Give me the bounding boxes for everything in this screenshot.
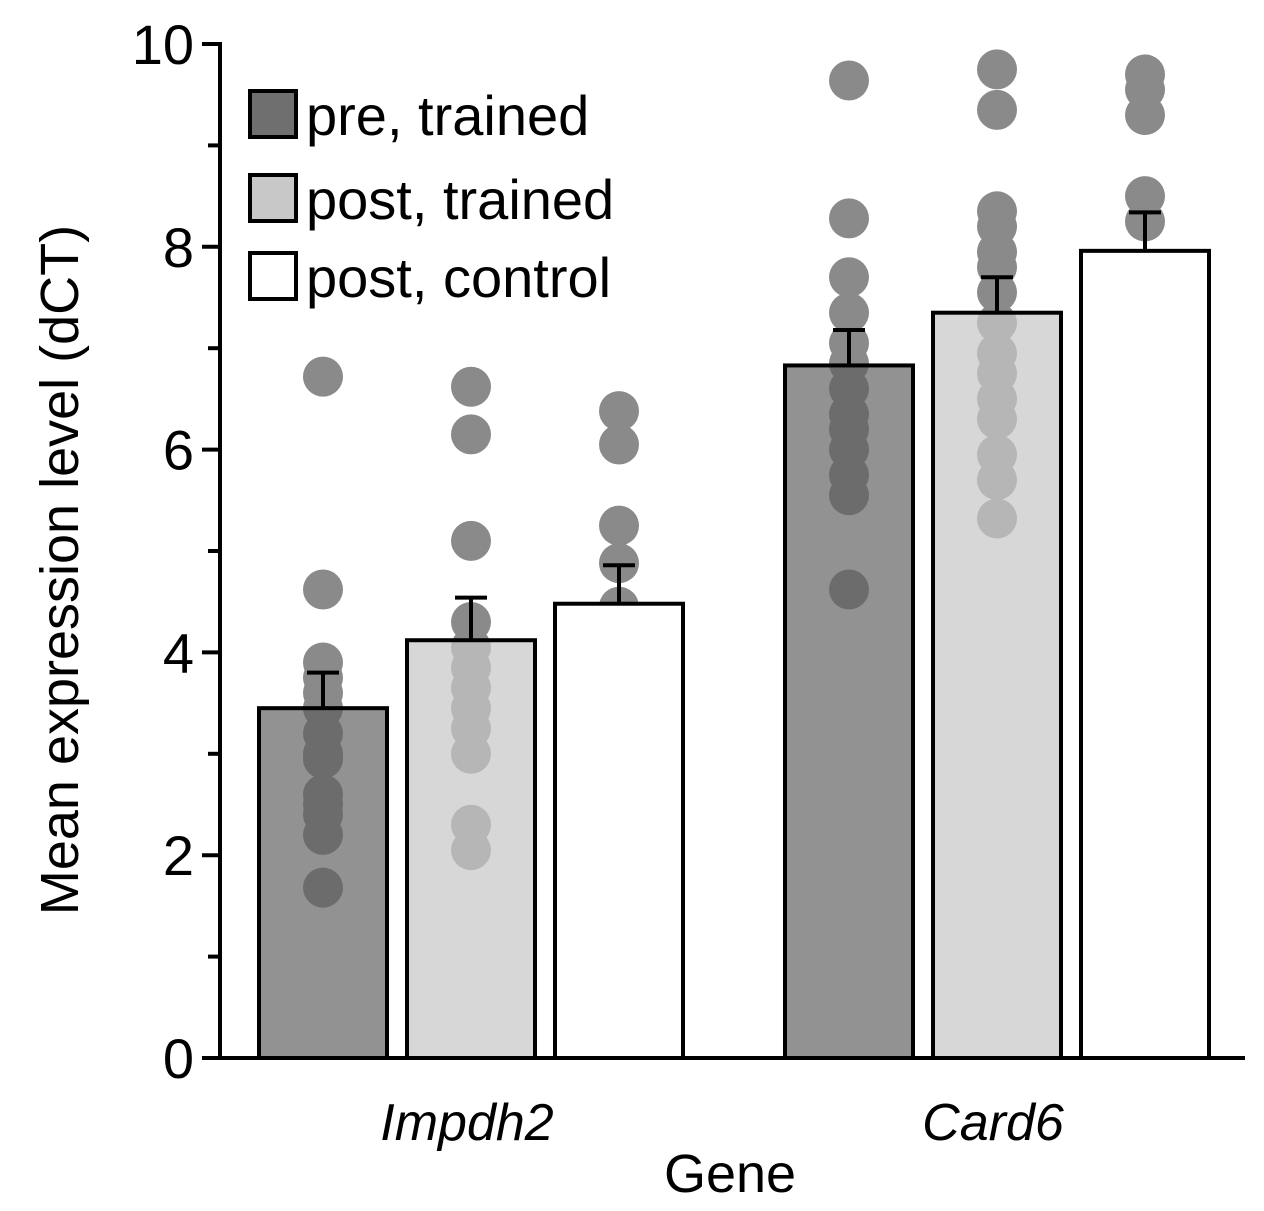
data-point-pre-trained-card6-1 <box>829 198 869 239</box>
data-point-pre-trained-card6-0 <box>829 60 869 101</box>
error-bar-pre-trained-impdh2 <box>307 670 339 709</box>
data-point-post-trained-card6-0 <box>977 49 1017 90</box>
bar-post-trained-card6 <box>931 310 1063 1060</box>
data-point-post-trained-card6-1 <box>977 89 1017 130</box>
data-point-pre-trained-card6-3 <box>829 292 869 333</box>
y-tick-label-10: 10 <box>132 13 194 76</box>
error-bars-layer <box>307 210 1161 709</box>
data-point-post-control-card6-2 <box>1125 94 1165 135</box>
y-tick-label-8: 8 <box>163 216 194 279</box>
bar-post-control-impdh2 <box>553 601 685 1061</box>
category-label-card6: Card6 <box>922 1094 1064 1152</box>
y-axis-title: Mean expression level (dCT) <box>30 225 90 915</box>
legend-label-post-control: post, control <box>306 246 611 309</box>
y-tick-label-6: 6 <box>163 419 194 482</box>
bars-layer <box>257 248 1211 1061</box>
y-tick-label-2: 2 <box>163 824 194 887</box>
bar-post-control-card6 <box>1079 248 1211 1060</box>
legend-item-post-control: post, control <box>248 246 611 309</box>
legend-label-pre-trained: pre, trained <box>306 84 589 147</box>
error-bar-post-control-card6 <box>1129 210 1161 251</box>
data-point-post-control-impdh2-1 <box>599 424 639 465</box>
labels-layer: 0 2 4 6 8 10 Mean expression level (dCT) Impdh2… <box>30 13 1064 1204</box>
data-point-post-control-impdh2-3 <box>599 543 639 584</box>
data-point-post-control-impdh2-0 <box>599 391 639 432</box>
bar-post-trained-impdh2 <box>405 638 537 1060</box>
data-point-post-trained-impdh2-0 <box>451 366 491 407</box>
legend-swatch-post-trained <box>248 173 298 223</box>
legend-label-post-trained: post, trained <box>306 168 614 231</box>
error-bar-post-control-impdh2 <box>603 563 635 604</box>
data-point-post-control-impdh2-2 <box>599 505 639 546</box>
y-tick-label-0: 0 <box>163 1027 194 1090</box>
error-bar-post-trained-card6 <box>981 275 1013 313</box>
error-bar-pre-trained-card6 <box>833 327 865 366</box>
bar-pre-trained-card6 <box>783 363 915 1060</box>
data-point-pre-trained-impdh2-0 <box>303 356 343 397</box>
data-point-post-trained-impdh2-2 <box>451 520 491 561</box>
axes-layer <box>202 42 1245 1060</box>
data-point-post-trained-impdh2-1 <box>451 414 491 455</box>
legend-item-post-trained: post, trained <box>248 168 614 231</box>
bar-pre-trained-impdh2 <box>257 706 389 1060</box>
legend: pre, trained post, trained post, control <box>248 84 614 309</box>
data-point-pre-trained-card6-2 <box>829 257 869 298</box>
y-tick-label-4: 4 <box>163 621 194 684</box>
data-point-pre-trained-impdh2-1 <box>303 569 343 610</box>
x-axis-title: Gene <box>664 1144 796 1204</box>
error-bar-post-trained-impdh2 <box>455 595 487 641</box>
legend-swatch-post-control <box>248 251 298 301</box>
legend-swatch-pre-trained <box>248 89 298 139</box>
category-label-impdh2: Impdh2 <box>380 1094 554 1152</box>
legend-item-pre-trained: pre, trained <box>248 84 589 147</box>
